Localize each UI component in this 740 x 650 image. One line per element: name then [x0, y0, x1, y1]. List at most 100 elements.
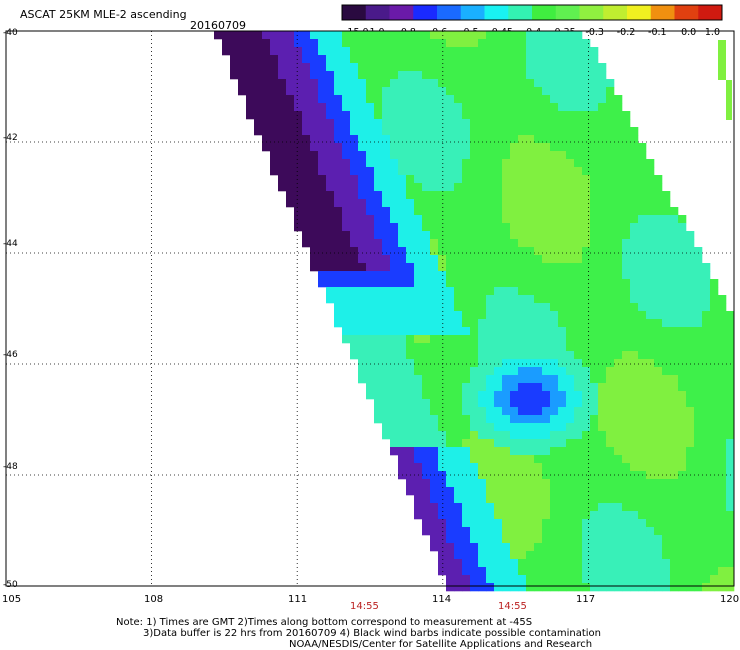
data-cell [494, 47, 503, 56]
data-cell [638, 447, 647, 456]
data-cell [582, 71, 591, 80]
data-cell [502, 119, 511, 128]
data-cell [550, 503, 559, 512]
data-cell [414, 495, 423, 504]
data-cell [430, 31, 439, 40]
data-cell [342, 191, 351, 200]
data-cell [510, 207, 519, 216]
data-cell [518, 135, 527, 144]
data-cell [366, 303, 375, 312]
data-cell [606, 279, 615, 288]
data-cell [470, 367, 479, 376]
data-cell [670, 255, 679, 264]
data-cell [646, 183, 655, 192]
data-cell [718, 327, 727, 336]
data-cell [446, 391, 455, 400]
data-cell [598, 423, 607, 432]
data-cell [414, 111, 423, 120]
data-cell [334, 135, 343, 144]
data-cell [638, 407, 647, 416]
data-cell [462, 111, 471, 120]
data-cell [598, 143, 607, 152]
data-cell [366, 63, 375, 72]
data-cell [534, 575, 543, 584]
data-cell [446, 191, 455, 200]
data-cell [654, 191, 663, 200]
data-cell [638, 575, 647, 584]
data-cell [614, 439, 623, 448]
data-cell [550, 231, 559, 240]
data-cell [494, 143, 503, 152]
data-cell [446, 495, 455, 504]
data-cell [550, 31, 559, 40]
data-cell [382, 207, 391, 216]
data-cell [574, 263, 583, 272]
data-cell [678, 391, 687, 400]
data-cell [390, 375, 399, 384]
data-cell [630, 199, 639, 208]
data-cell [638, 511, 647, 520]
data-cell [326, 271, 335, 280]
data-cell [502, 327, 511, 336]
data-cell [494, 431, 503, 440]
data-cell [582, 575, 591, 584]
data-cell [374, 151, 383, 160]
data-cell [278, 63, 287, 72]
data-cell [542, 183, 551, 192]
data-cell [550, 343, 559, 352]
data-cell [622, 583, 631, 592]
data-cell [478, 495, 487, 504]
data-cell [582, 255, 591, 264]
data-cell [542, 255, 551, 264]
data-cell [422, 335, 431, 344]
data-cell [414, 407, 423, 416]
data-cell [590, 223, 599, 232]
data-cell [438, 407, 447, 416]
data-cell [486, 559, 495, 568]
data-cell [542, 55, 551, 64]
data-cell [358, 63, 367, 72]
data-cell [358, 47, 367, 56]
data-cell [486, 111, 495, 120]
data-cell [574, 111, 583, 120]
data-cell [478, 367, 487, 376]
data-cell [542, 191, 551, 200]
data-cell [598, 511, 607, 520]
data-cell [550, 407, 559, 416]
data-cell [542, 159, 551, 168]
data-cell [526, 63, 535, 72]
data-cell [614, 463, 623, 472]
data-cell [414, 383, 423, 392]
data-cell [446, 199, 455, 208]
data-cell [390, 119, 399, 128]
data-cell [302, 175, 311, 184]
data-cell [478, 87, 487, 96]
data-cell [558, 279, 567, 288]
data-cell [414, 463, 423, 472]
data-cell [518, 255, 527, 264]
data-cell [254, 79, 263, 88]
data-cell [462, 287, 471, 296]
data-cell [566, 239, 575, 248]
data-cell [270, 103, 279, 112]
data-cell [478, 231, 487, 240]
data-cell [622, 511, 631, 520]
data-cell [486, 31, 495, 40]
data-cell [470, 487, 479, 496]
data-cell [662, 495, 671, 504]
data-cell [454, 343, 463, 352]
colorbar-swatch [413, 5, 438, 20]
data-cell [542, 271, 551, 280]
data-cell [470, 375, 479, 384]
data-cell [598, 551, 607, 560]
data-cell [566, 367, 575, 376]
data-cell [310, 55, 319, 64]
grid [6, 31, 734, 586]
data-cell [662, 367, 671, 376]
data-cell [398, 295, 407, 304]
data-cell [494, 247, 503, 256]
data-cell [438, 199, 447, 208]
data-cell [246, 87, 255, 96]
data-cell [470, 151, 479, 160]
data-cell [566, 423, 575, 432]
